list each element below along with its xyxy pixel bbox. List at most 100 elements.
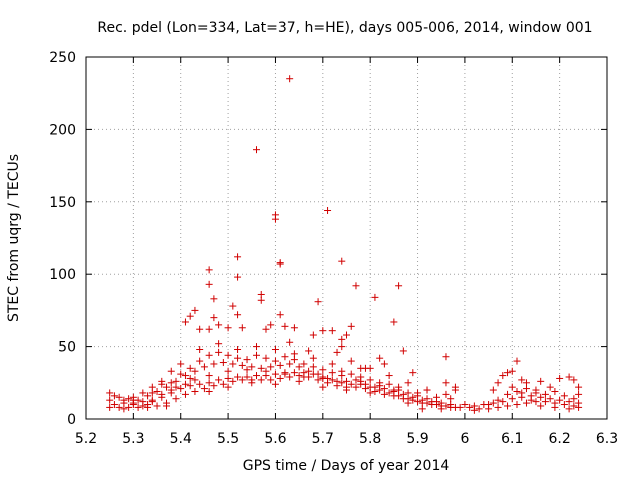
data-point: [257, 290, 265, 298]
data-point: [267, 363, 275, 371]
x-tick-label: 6: [460, 431, 469, 447]
data-point: [508, 383, 516, 391]
data-point: [262, 354, 270, 362]
data-point: [276, 361, 284, 369]
data-point: [234, 354, 242, 362]
data-point: [494, 379, 502, 387]
data-point: [234, 373, 242, 381]
data-point: [338, 372, 346, 380]
data-point: [210, 382, 218, 390]
data-point: [295, 363, 303, 371]
data-point: [508, 395, 516, 403]
data-point: [200, 385, 208, 393]
data-point: [513, 401, 521, 409]
data-point: [532, 386, 540, 394]
data-point: [125, 395, 133, 403]
data-point: [385, 389, 393, 397]
data-point: [181, 380, 189, 388]
data-point: [418, 405, 426, 413]
data-point: [300, 373, 308, 381]
data-point: [305, 347, 313, 355]
data-point: [504, 402, 512, 410]
data-point: [205, 266, 213, 274]
data-point: [390, 386, 398, 394]
x-tick-label: 5.3: [122, 431, 144, 447]
data-point: [357, 377, 365, 385]
data-point: [267, 321, 275, 329]
data-point: [518, 389, 526, 397]
data-point: [300, 360, 308, 368]
data-point: [271, 357, 279, 365]
y-tick-label: 200: [49, 122, 76, 138]
data-point: [286, 360, 294, 368]
data-point: [366, 376, 374, 384]
data-point: [257, 364, 265, 372]
data-point: [248, 363, 256, 371]
data-point: [343, 377, 350, 385]
data-point: [186, 374, 194, 382]
data-point: [366, 389, 374, 397]
x-tick-label: 6.1: [501, 431, 523, 447]
x-axis-label: GPS time / Days of year 2014: [243, 458, 450, 474]
data-point: [248, 379, 256, 387]
data-point: [513, 357, 521, 365]
data-point: [177, 385, 185, 393]
data-point: [470, 406, 478, 414]
data-point: [253, 372, 261, 380]
data-point: [537, 393, 545, 401]
data-point: [210, 360, 218, 368]
data-point: [442, 353, 450, 361]
data-point: [243, 373, 251, 381]
data-point: [205, 372, 213, 380]
plot-frame: [85, 56, 608, 420]
data-point: [205, 379, 213, 387]
data-point: [262, 367, 270, 375]
data-point: [546, 395, 554, 403]
x-tick-label: 5.9: [406, 431, 428, 447]
data-point: [281, 353, 289, 361]
axis-ticks: 5.2 5.3 5.4 5.5 5.6 5.7 5.8 5.9 6 6.1 6.2 6.3 0 50 100…: [49, 50, 618, 447]
data-point: [215, 321, 223, 329]
data-point: [163, 402, 171, 410]
data-point: [205, 325, 213, 333]
x-tick-label: 5.8: [359, 431, 381, 447]
data-point: [541, 398, 549, 406]
data-point: [158, 380, 166, 388]
data-point: [290, 324, 298, 332]
data-point: [489, 386, 497, 394]
data-point: [215, 348, 223, 356]
y-tick-label: 50: [58, 340, 76, 356]
x-tick-label: 5.4: [170, 431, 192, 447]
data-point: [333, 377, 341, 385]
data-point: [418, 396, 426, 404]
data-point: [414, 389, 422, 397]
data-point: [205, 387, 213, 395]
data-point: [243, 366, 251, 374]
data-point: [328, 376, 336, 384]
data-point: [186, 364, 194, 372]
data-point: [243, 356, 251, 364]
data-point: [404, 379, 412, 387]
data-point: [565, 398, 573, 406]
data-point: [508, 367, 516, 375]
x-tick-label: 5.6: [264, 431, 286, 447]
data-point: [200, 363, 208, 371]
data-point: [153, 402, 161, 410]
data-point: [125, 403, 133, 411]
data-point: [475, 405, 483, 413]
data-point: [560, 392, 568, 400]
data-point: [352, 282, 360, 290]
data-point: [352, 383, 360, 391]
data-point: [177, 360, 185, 368]
data-point: [570, 402, 578, 410]
data-point: [537, 377, 545, 385]
data-point: [295, 377, 303, 385]
data-point: [347, 357, 355, 365]
data-point: [338, 335, 346, 343]
data-point: [347, 370, 355, 378]
y-axis-label: STEC from uqrg / TECUs: [6, 154, 22, 322]
x-tick-label: 6.2: [549, 431, 571, 447]
data-point: [271, 370, 279, 378]
data-point: [376, 354, 384, 362]
data-point: [148, 389, 156, 397]
